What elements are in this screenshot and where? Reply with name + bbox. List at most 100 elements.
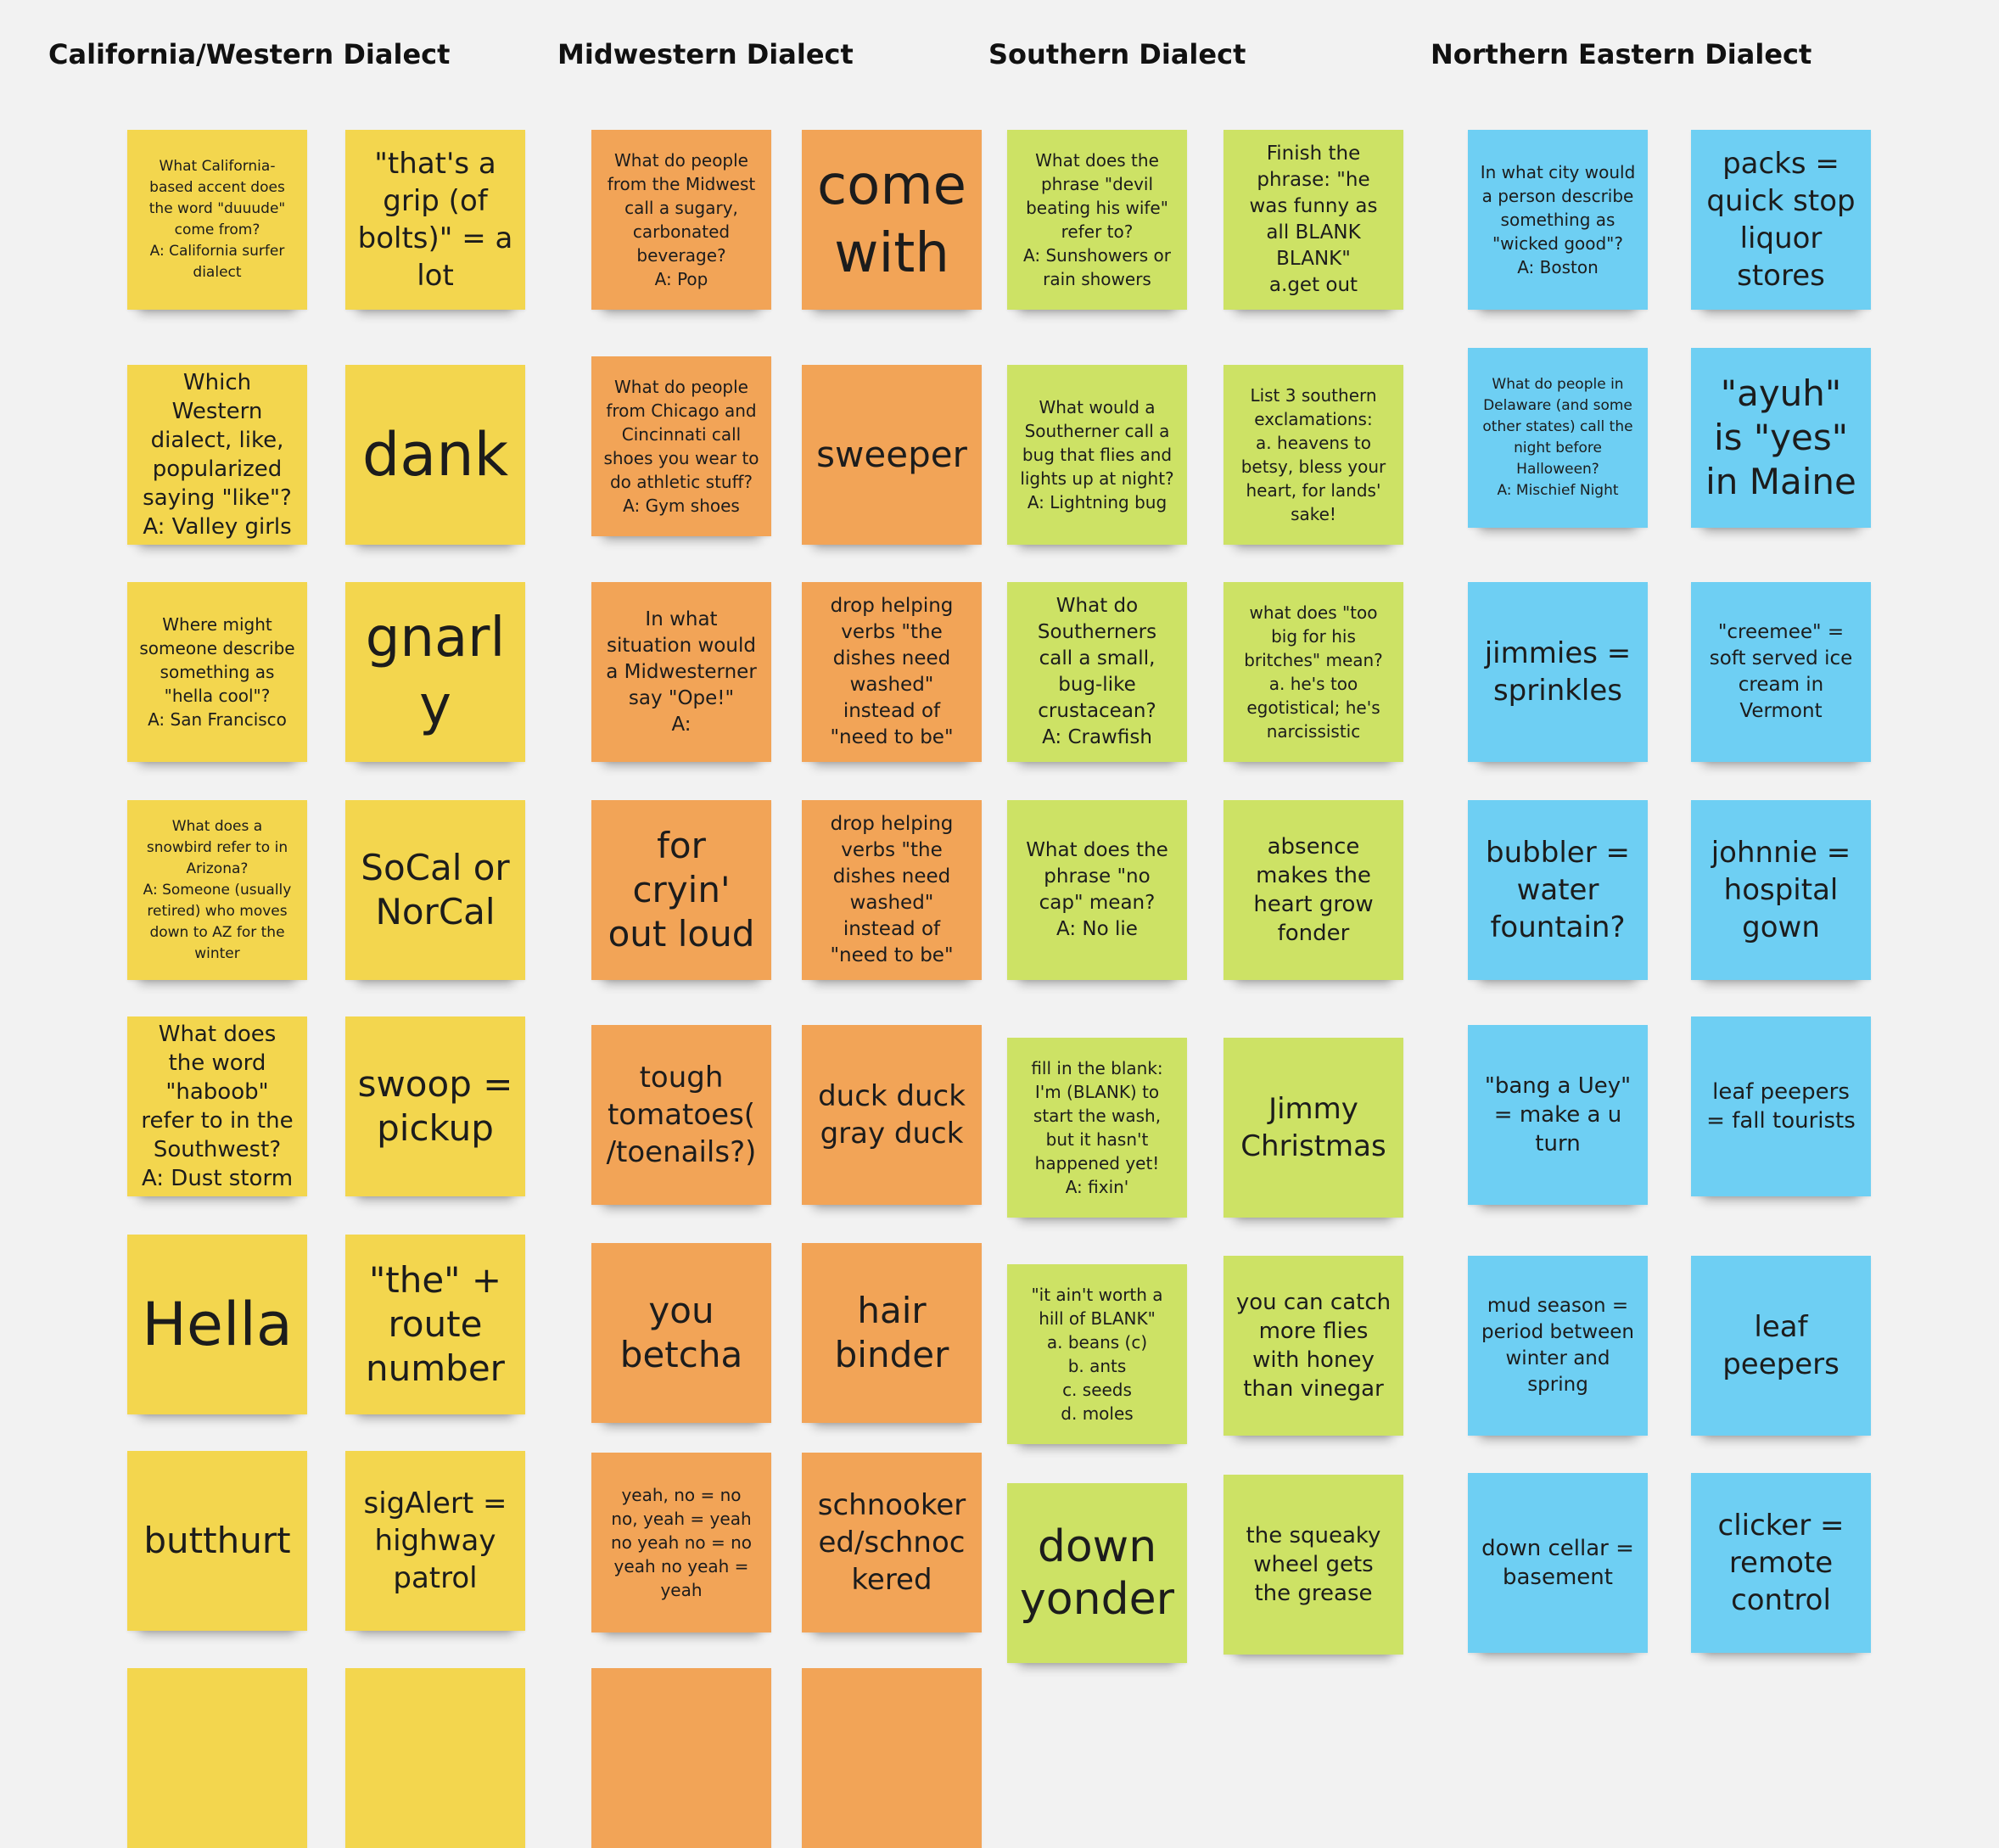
note-text: Where might someone describe something a…	[139, 614, 295, 730]
sticky-note[interactable]: you can catch more flies with honey than…	[1223, 1256, 1403, 1436]
note-text: "ayuh" is "yes" in Maine	[1705, 372, 1856, 502]
note-text: dank	[361, 420, 509, 490]
sticky-note[interactable]: What does a snowbird refer to in Arizona…	[127, 800, 307, 980]
sticky-note[interactable]: absence makes the heart grow fonder	[1223, 800, 1403, 980]
note-text: for cryin' out loud	[608, 825, 755, 955]
sticky-note[interactable]: hair binder	[802, 1243, 982, 1423]
note-text: What does the phrase "devil beating his …	[1023, 150, 1171, 289]
sticky-note[interactable]: In what city would a person describe som…	[1468, 130, 1648, 310]
note-text: What does the phrase "no cap" mean? A: No…	[1026, 839, 1168, 940]
sticky-note[interactable]: duck duck gray duck	[802, 1025, 982, 1205]
sticky-note[interactable]: swoop = pickup	[345, 1016, 525, 1196]
note-text: "the" + route number	[366, 1259, 505, 1389]
sticky-note[interactable]: SoCal or NorCal	[345, 800, 525, 980]
note-text: gnarly	[365, 607, 506, 737]
sticky-note[interactable]: What does the word "haboob" refer to in …	[127, 1016, 307, 1196]
sticky-note[interactable]: "creemee" = soft served ice cream in Ver…	[1691, 582, 1871, 762]
note-text: Jimmy Christmas	[1240, 1092, 1386, 1163]
sticky-note[interactable]: jimmies = sprinkles	[1468, 582, 1648, 762]
sticky-note[interactable]: drop helping verbs "the dishes need wash…	[802, 582, 982, 762]
note-text: clicker = remote control	[1717, 1509, 1845, 1617]
sticky-note[interactable]: "that's a grip (of bolts)" = a lot	[345, 130, 525, 310]
sticky-note[interactable]: drop helping verbs "the dishes need wash…	[802, 800, 982, 980]
sticky-note[interactable]: "it ain't worth a hill of BLANK" a. beans…	[1007, 1264, 1187, 1444]
sticky-note[interactable]: bubbler = water fountain?	[1468, 800, 1648, 980]
sticky-note[interactable]: gnarly	[345, 582, 525, 762]
sticky-note[interactable]: List 3 southern exclamations: a. heavens …	[1223, 365, 1403, 545]
note-text: List 3 southern exclamations: a. heavens …	[1240, 385, 1386, 524]
sticky-note[interactable]: the squeaky wheel gets the grease	[1223, 1475, 1403, 1655]
note-text: sweeper	[816, 434, 967, 475]
note-text: What does the word "haboob" refer to in …	[141, 1022, 294, 1191]
sticky-note[interactable]: "bang a Uey" = make a u turn	[1468, 1025, 1648, 1205]
sticky-note[interactable]: down yonder	[1007, 1483, 1187, 1663]
sticky-note[interactable]: Which Western dialect, like, popularized…	[127, 365, 307, 545]
sticky-note[interactable]: Finish the phrase: "he was funny as all …	[1223, 130, 1403, 310]
sticky-note[interactable]: What do people from the Midwest call a s…	[591, 130, 771, 310]
note-text: What do Southerners call a small, bug-li…	[1037, 595, 1157, 748]
sticky-note[interactable]: fill in the blank: I'm (BLANK) to start …	[1007, 1038, 1187, 1218]
sticky-note[interactable]: What do people from Chicago and Cincinna…	[591, 356, 771, 536]
note-text: What do people from the Midwest call a s…	[607, 150, 756, 289]
note-text: yeah, no = no no, yeah = yeah no yeah no =…	[611, 1485, 752, 1600]
note-text: leaf peepers	[1722, 1310, 1839, 1381]
sticky-note[interactable]: down cellar = basement	[1468, 1473, 1648, 1653]
sticky-note[interactable]: What does the phrase "devil beating his …	[1007, 130, 1187, 310]
note-text: What do people in Delaware (and some oth…	[1482, 376, 1633, 499]
note-text: "bang a Uey" = make a u turn	[1484, 1073, 1632, 1156]
note-text: fill in the blank: I'm (BLANK) to start …	[1031, 1058, 1163, 1197]
sticky-note[interactable]: Hella	[127, 1235, 307, 1414]
note-text: "creemee" = soft served ice cream in Ver…	[1709, 621, 1853, 722]
sticky-note[interactable]: yeah, no = no no, yeah = yeah no yeah no =…	[591, 1453, 771, 1632]
sticky-note[interactable]: tough tomatoes(/toenails?)	[591, 1025, 771, 1205]
note-text: the squeaky wheel gets the grease	[1246, 1523, 1381, 1606]
sticky-note[interactable]: you betcha	[591, 1243, 771, 1423]
sticky-note[interactable]: johnnie = hospital gown	[1691, 800, 1871, 980]
sticky-note[interactable]	[802, 1668, 982, 1848]
sticky-note[interactable]: What do people in Delaware (and some oth…	[1468, 348, 1648, 528]
note-text: you can catch more flies with honey than…	[1235, 1290, 1391, 1402]
note-text: What California-based accent does the wo…	[148, 158, 286, 281]
sticky-note[interactable]: schnookered/schnockered	[802, 1453, 982, 1632]
note-text: drop helping verbs "the dishes need wash…	[830, 595, 954, 748]
sticky-note[interactable]: leaf peepers = fall tourists	[1691, 1016, 1871, 1196]
sticky-note[interactable]: What do Southerners call a small, bug-li…	[1007, 582, 1187, 762]
note-text: Finish the phrase: "he was funny as all …	[1249, 143, 1378, 296]
sticky-note[interactable]: butthurt	[127, 1451, 307, 1631]
note-text: absence makes the heart grow fonder	[1253, 834, 1374, 946]
sticky-note[interactable]	[591, 1668, 771, 1848]
sticky-note[interactable]	[345, 1668, 525, 1848]
sticky-note[interactable]: for cryin' out loud	[591, 800, 771, 980]
sticky-note[interactable]: packs = quick stop liquor stores	[1691, 130, 1871, 310]
note-text: duck duck gray duck	[818, 1079, 966, 1151]
sticky-note[interactable]: What does the phrase "no cap" mean? A: No…	[1007, 800, 1187, 980]
sticky-note[interactable]: come with	[802, 130, 982, 310]
note-text: packs = quick stop liquor stores	[1706, 147, 1856, 293]
sticky-note[interactable]: what does "too big for his britches" mea…	[1223, 582, 1403, 762]
note-text: you betcha	[619, 1290, 743, 1375]
note-text: come with	[816, 154, 967, 285]
sticky-note[interactable]: In what situation would a Midwesterner s…	[591, 582, 771, 762]
sticky-note[interactable]: "ayuh" is "yes" in Maine	[1691, 348, 1871, 528]
sticky-note[interactable]: What would a Southerner call a bug that …	[1007, 365, 1187, 545]
note-text: hair binder	[834, 1290, 949, 1375]
sticky-note[interactable]: mud season = period between winter and s…	[1468, 1256, 1648, 1436]
note-text: tough tomatoes(/toenails?)	[606, 1061, 757, 1169]
sticky-note[interactable]: sigAlert = highway patrol	[345, 1451, 525, 1631]
note-text: down cellar = basement	[1481, 1536, 1634, 1590]
sticky-note[interactable]: What California-based accent does the wo…	[127, 130, 307, 310]
sticky-note[interactable]: leaf peepers	[1691, 1256, 1871, 1436]
sticky-note[interactable]: Jimmy Christmas	[1223, 1038, 1403, 1218]
sticky-note[interactable]: sweeper	[802, 365, 982, 545]
note-text: sigAlert = highway patrol	[363, 1487, 507, 1595]
note-text: butthurt	[143, 1520, 291, 1561]
note-text: What would a Southerner call a bug that …	[1020, 397, 1174, 512]
sticky-note[interactable]: Where might someone describe something a…	[127, 582, 307, 762]
note-text: In what situation would a Midwesterner s…	[606, 608, 757, 736]
sticky-note[interactable]: "the" + route number	[345, 1235, 525, 1414]
note-text: down yonder	[1020, 1521, 1174, 1625]
sticky-note[interactable]	[127, 1668, 307, 1848]
sticky-note[interactable]: dank	[345, 365, 525, 545]
note-text: In what city would a person describe som…	[1480, 162, 1636, 277]
sticky-note[interactable]: clicker = remote control	[1691, 1473, 1871, 1653]
